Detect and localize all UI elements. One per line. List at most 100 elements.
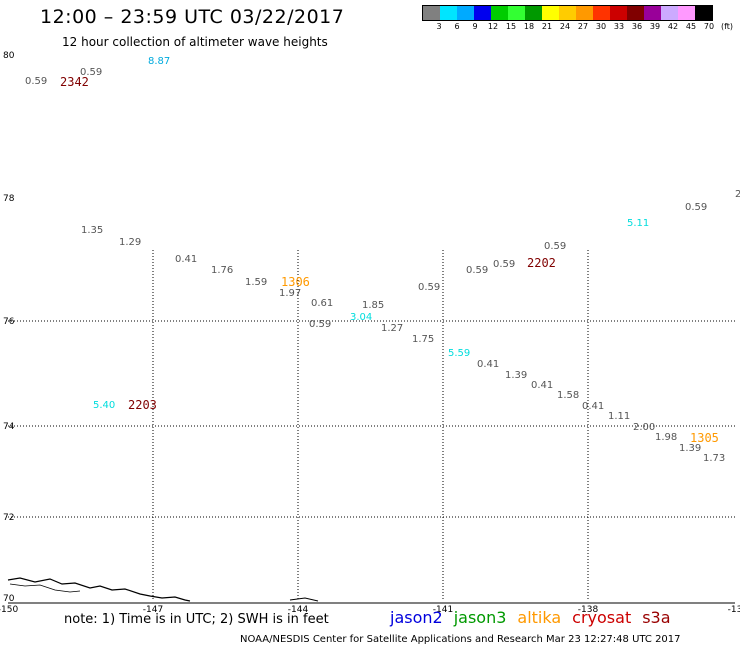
legend-swatch <box>491 6 508 20</box>
legend-label: 70 <box>703 22 715 31</box>
wave-height-value: 1.85 <box>362 300 384 311</box>
wave-height-value: 8.87 <box>148 56 170 67</box>
legend-label: 33 <box>613 22 625 31</box>
wave-height-value: 1.29 <box>119 237 141 248</box>
wave-height-value: 0.59 <box>309 319 331 330</box>
wave-height-value: 1.58 <box>557 390 579 401</box>
pass-time-label: 1306 <box>281 275 310 289</box>
wave-height-value: 0.59 <box>418 282 440 293</box>
color-scale-legend <box>422 5 713 21</box>
wave-height-value: 1.27 <box>381 323 403 334</box>
legend-swatch <box>508 6 525 20</box>
satellite-name: altika <box>517 608 562 627</box>
map-title: 12:00 – 23:59 UTC 03/22/2017 <box>40 6 345 28</box>
wave-height-value: 0.41 <box>531 380 553 391</box>
latitude-label: 76 <box>3 317 15 327</box>
legend-label: 12 <box>487 22 499 31</box>
wave-height-value: 1.76 <box>211 265 233 276</box>
legend-label: (ft) <box>720 22 734 31</box>
satellite-name: jason2 <box>390 608 443 627</box>
legend-swatch <box>525 6 542 20</box>
legend-swatch <box>593 6 610 20</box>
wave-height-value: 0.59 <box>544 241 566 252</box>
legend-swatch <box>610 6 627 20</box>
satellite-name: jason3 <box>453 608 507 627</box>
satellite-name: s3a <box>642 608 671 627</box>
wave-height-value: 1.59 <box>245 277 267 288</box>
wave-height-value: 0.41 <box>175 254 197 265</box>
legend-label: 18 <box>523 22 535 31</box>
longitude-label: -150 <box>0 605 18 615</box>
legend-label: 36 <box>631 22 643 31</box>
satellite-legend: jason2 jason3 altika cryosat s3a <box>390 608 682 627</box>
wave-height-value: 0.41 <box>477 359 499 370</box>
wave-height-value: 1.97 <box>279 288 301 299</box>
longitude-label: -141 <box>433 605 453 615</box>
pass-time-label: 2342 <box>60 75 89 89</box>
coastline <box>7 577 319 602</box>
pass-time-label: 2203 <box>128 398 157 412</box>
longitude-label: -147 <box>143 605 163 615</box>
legend-swatch <box>661 6 678 20</box>
legend-swatch <box>440 6 457 20</box>
wave-height-value: 0.59 <box>80 67 102 78</box>
latitude-label: 78 <box>3 194 15 204</box>
wave-height-value: 2 <box>735 189 740 200</box>
legend-swatch <box>627 6 644 20</box>
legend-swatch <box>423 6 440 20</box>
wave-height-value: 1.98 <box>655 432 677 443</box>
wave-height-value: 1.39 <box>679 443 701 454</box>
wave-height-value: 5.40 <box>93 400 115 411</box>
credit-line: NOAA/NESDIS Center for Satellite Applica… <box>240 634 681 645</box>
legend-swatch <box>678 6 695 20</box>
coastline-path <box>289 597 319 602</box>
legend-swatch <box>695 6 712 20</box>
wave-height-value: 0.59 <box>493 259 515 270</box>
legend-label: 45 <box>685 22 697 31</box>
wave-height-value: 0.41 <box>582 401 604 412</box>
wave-height-value: 0.61 <box>311 298 333 309</box>
legend-label: 6 <box>454 22 460 31</box>
legend-swatch <box>542 6 559 20</box>
longitude-label: -138 <box>578 605 599 615</box>
latitude-label: 70 <box>3 594 15 604</box>
latitude-label: 74 <box>3 422 15 432</box>
legend-label: 3 <box>436 22 442 31</box>
wave-height-value: 0.59 <box>685 202 707 213</box>
legend-label: 27 <box>577 22 589 31</box>
legend-swatch <box>644 6 661 20</box>
pass-time-label: 1305 <box>690 431 719 445</box>
coastline-path <box>7 577 191 602</box>
legend-label: 15 <box>505 22 517 31</box>
map-grid <box>8 250 735 604</box>
wave-height-value: 1.35 <box>81 225 103 236</box>
legend-label: 39 <box>649 22 661 31</box>
wave-height-value: 1.75 <box>412 334 434 345</box>
wave-height-value: 0.59 <box>25 76 47 87</box>
latitude-label: 72 <box>3 513 14 523</box>
legend-label: 30 <box>595 22 607 31</box>
wave-height-value: 0.59 <box>466 265 488 276</box>
pass-time-label: 2202 <box>527 256 556 270</box>
wave-height-value: 5.59 <box>448 348 470 359</box>
wave-height-value: 3.04 <box>350 312 372 323</box>
longitude-label: -13 <box>728 605 740 615</box>
footnote: note: 1) Time is in UTC; 2) SWH is in fe… <box>64 612 329 627</box>
longitude-label: -144 <box>288 605 309 615</box>
legend-label: 9 <box>472 22 478 31</box>
legend-swatch <box>457 6 474 20</box>
map-subtitle: 12 hour collection of altimeter wave hei… <box>62 35 328 49</box>
legend-label: 42 <box>667 22 679 31</box>
wave-height-value: 1.11 <box>608 411 630 422</box>
legend-swatch <box>576 6 593 20</box>
legend-swatch <box>559 6 576 20</box>
wave-height-value: 1.73 <box>703 453 725 464</box>
legend-label: 21 <box>541 22 553 31</box>
wave-height-value: 1.39 <box>505 370 527 381</box>
legend-label: 24 <box>559 22 571 31</box>
wave-height-value: 5.11 <box>627 218 649 229</box>
coastline-path <box>9 583 81 593</box>
wave-height-value: 2.00 <box>633 422 655 433</box>
satellite-name: cryosat <box>572 608 632 627</box>
